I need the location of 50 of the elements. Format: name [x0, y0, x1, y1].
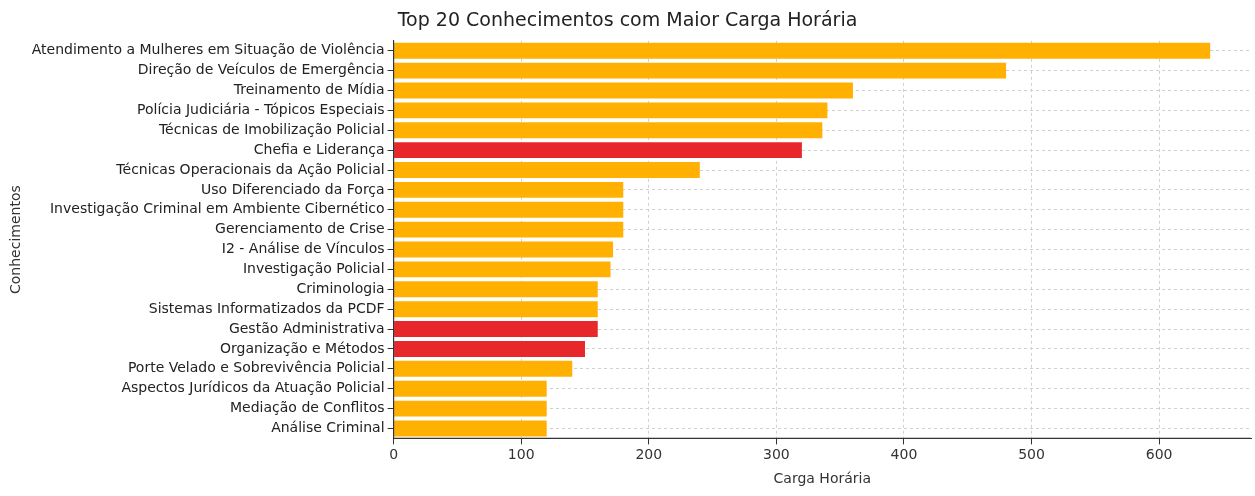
bar [394, 380, 547, 397]
y-tick-label: Chefia e Liderança [253, 140, 385, 157]
bar [394, 301, 598, 318]
bar [394, 201, 624, 218]
y-tick-label: Técnicas Operacionais da Ação Policial [115, 160, 385, 177]
y-tick-label: Organização e Métodos [220, 339, 385, 356]
x-tick-label: 200 [635, 446, 663, 463]
bar [394, 241, 614, 258]
y-tick-label: Atendimento a Mulheres em Situação de Violência [31, 41, 385, 58]
x-tick-label: 400 [890, 446, 918, 463]
x-tick-label: 600 [1145, 446, 1173, 463]
bar [394, 340, 585, 357]
bar [394, 181, 624, 198]
y-tick-label: Uso Diferenciado da Força [201, 180, 385, 197]
y-tick-label: Investigação Criminal em Ambiente Cibernético [49, 200, 385, 217]
bar [394, 420, 547, 437]
y-tick-label: Mediação de Conflitos [230, 399, 385, 416]
y-tick-label: I2 - Análise de Vínculos [221, 240, 385, 257]
x-tick-label: 0 [389, 446, 399, 463]
y-tick-label: Treinamento de Mídia [232, 81, 385, 98]
bar [394, 360, 573, 377]
bar [394, 221, 624, 238]
y-tick-label: Análise Criminal [271, 419, 385, 436]
chart-title: Top 20 Conhecimentos com Maior Carga Horária [396, 8, 858, 31]
x-tick-label: 300 [763, 446, 790, 463]
x-axis-title: Carga Horária [773, 470, 872, 487]
bar [394, 261, 611, 278]
y-tick-label: Sistemas Informatizados da PCDF [148, 299, 385, 316]
y-tick-label: Direção de Veículos de Emergência [137, 61, 385, 78]
y-axis-title: Conhecimentos [7, 185, 24, 294]
x-tick-label: 100 [507, 446, 535, 463]
bar [394, 82, 853, 99]
y-tick-label: Polícia Judiciária - Tópicos Especiais [137, 101, 385, 118]
y-tick-label: Investigação Policial [242, 260, 385, 277]
bar [394, 122, 823, 139]
y-tick-label: Aspectos Jurídicos da Atuação Policial [121, 379, 385, 396]
y-tick-label: Gerenciamento de Crise [215, 220, 385, 237]
bar [394, 400, 547, 417]
y-tick-label: Técnicas de Imobilização Policial [157, 120, 385, 137]
y-tick-label: Gestão Administrativa [228, 319, 385, 336]
y-tick-label: Criminologia [296, 279, 385, 296]
bar [394, 162, 700, 178]
bar [394, 321, 598, 338]
y-tick-label: Porte Velado e Sobrevivência Policial [127, 359, 385, 376]
x-tick-label: 500 [1018, 446, 1045, 463]
bar [394, 42, 1211, 59]
bar [394, 142, 802, 159]
bar [394, 102, 828, 119]
bar [394, 62, 1007, 79]
bar [394, 281, 598, 298]
